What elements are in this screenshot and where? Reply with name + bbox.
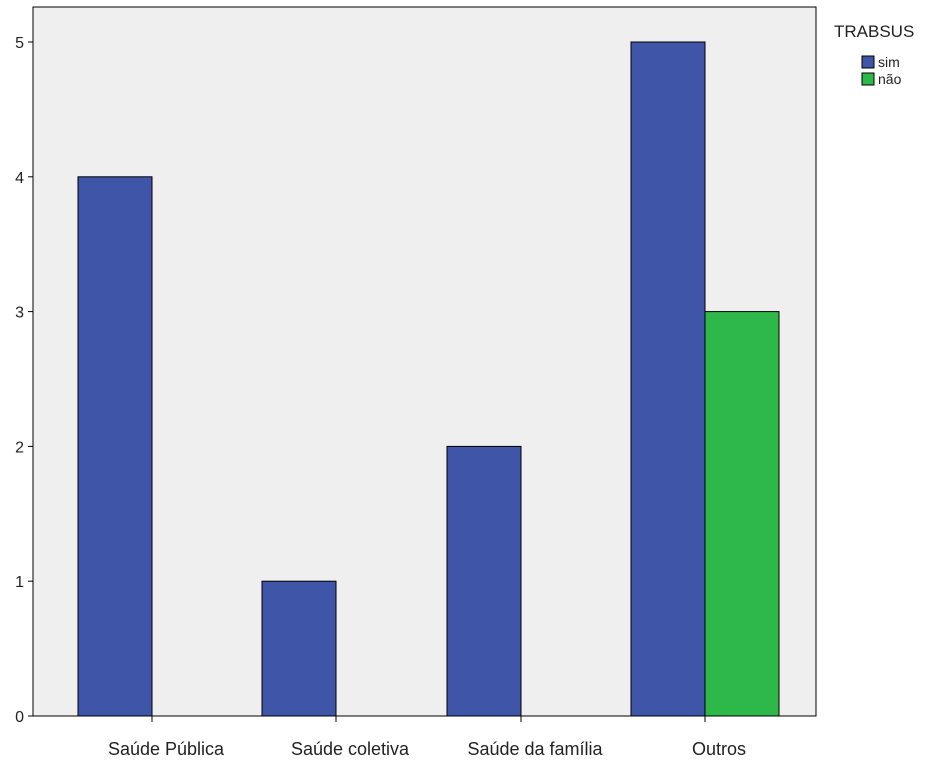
bar-não-3 — [704, 311, 780, 717]
legend: TRABSUS sim não — [834, 22, 914, 87]
legend-label-sim: sim — [878, 54, 900, 70]
y-tick-label: 1 — [15, 574, 24, 591]
y-axis: 0 1 2 3 4 5 — [15, 35, 33, 726]
legend-swatch-sim — [861, 55, 875, 69]
y-tick-label: 0 — [15, 709, 24, 726]
x-axis: Saúde Pública Saúde coletiva Saúde da famí… — [108, 716, 746, 759]
x-tick-label: Saúde Pública — [108, 739, 225, 759]
y-tick-label: 4 — [15, 170, 24, 187]
bar-sim-0 — [77, 176, 153, 717]
legend-swatch-nao — [861, 72, 875, 86]
bar-sim-1 — [261, 580, 337, 717]
x-tick-label: Outros — [692, 739, 746, 759]
y-tick-label: 2 — [15, 439, 24, 456]
y-tick-label: 3 — [15, 305, 24, 322]
bar-sim-2 — [446, 445, 522, 717]
legend-label-nao: não — [878, 71, 902, 87]
x-tick-label: Saúde da família — [467, 739, 603, 759]
legend-title: TRABSUS — [834, 22, 914, 41]
x-tick-label: Saúde coletiva — [291, 739, 410, 759]
bar-sim-3 — [630, 41, 706, 717]
bars — [77, 41, 780, 717]
y-tick-label: 5 — [15, 35, 24, 52]
